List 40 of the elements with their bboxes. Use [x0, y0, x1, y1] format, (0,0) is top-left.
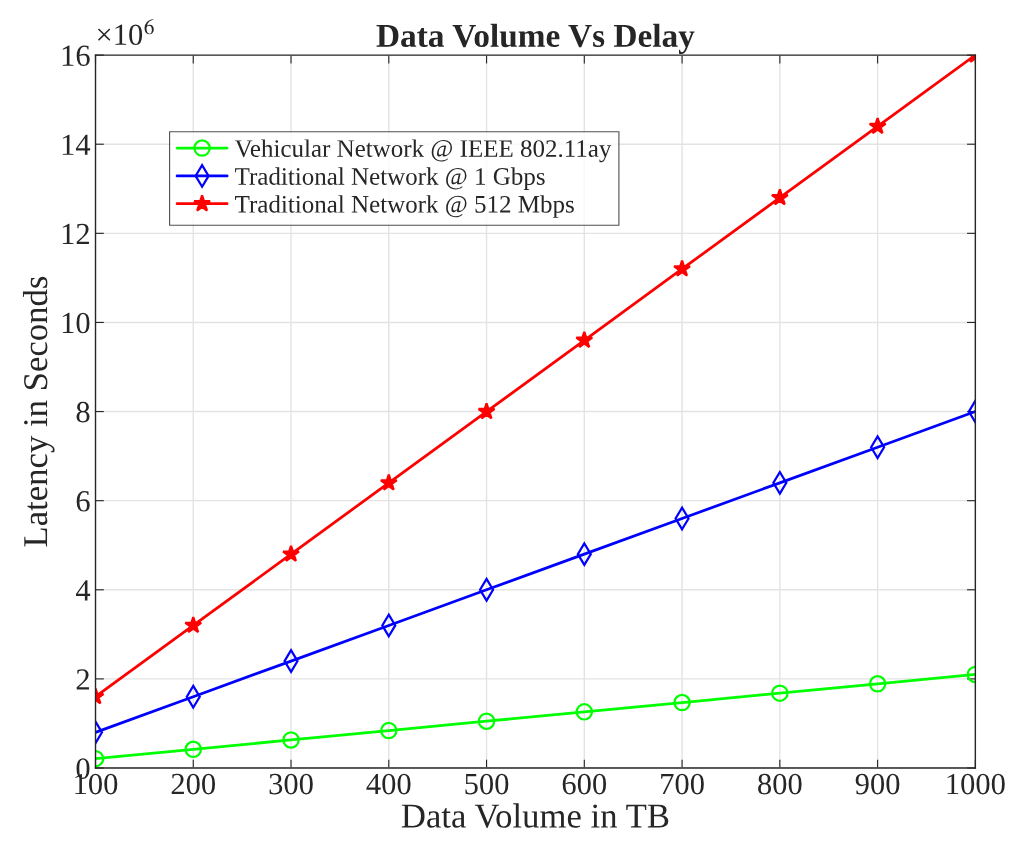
y-tick-label: 16 [62, 45, 90, 67]
y-tick-label: 4 [75, 580, 91, 601]
y-axis-title: Latency in Seconds [22, 276, 55, 547]
point [575, 703, 594, 721]
y-tick-label: 8 [76, 401, 90, 423]
chart-title: Data Volume Vs Delay [376, 23, 695, 54]
legend-label: Traditional Network @ 512 Mbps [235, 195, 574, 218]
x-axis-title: Data Volume in TB [401, 803, 669, 828]
legend-label: Traditional Network @ 1 Gbps [235, 167, 545, 190]
x-tick-label: 600 [562, 773, 607, 795]
point [673, 259, 692, 277]
point [184, 615, 203, 634]
point [868, 675, 887, 693]
y-tick-label: 12 [62, 223, 89, 244]
text: ×10$^{6}$ [97, 19, 154, 46]
x-tick-label: 300 [269, 773, 313, 795]
point [771, 684, 789, 702]
x-tick-label: 800 [758, 773, 802, 795]
x-tick-label: 900 [855, 773, 900, 795]
point [282, 731, 300, 749]
y-tick-label: 6 [76, 491, 90, 512]
legend-label: Vehicular Network @ IEEE 802.11ay [234, 139, 612, 163]
point [868, 116, 887, 135]
y-tick-label: 2 [76, 669, 89, 690]
y-tick-label: 14 [62, 134, 91, 155]
point [770, 188, 789, 206]
y-tick-label: 10 [62, 312, 90, 334]
x-tick-label: 700 [661, 773, 704, 795]
point [673, 693, 691, 712]
x-tick-label: 500 [465, 773, 509, 795]
point [575, 330, 594, 349]
x-tick-label: 200 [171, 773, 216, 795]
x-tick-label: 1000 [947, 773, 1005, 795]
point [281, 544, 301, 562]
x-tick-label: 400 [366, 773, 411, 795]
point [477, 402, 496, 420]
point [380, 721, 398, 740]
point [379, 473, 398, 491]
point [184, 740, 203, 759]
point [477, 712, 496, 730]
